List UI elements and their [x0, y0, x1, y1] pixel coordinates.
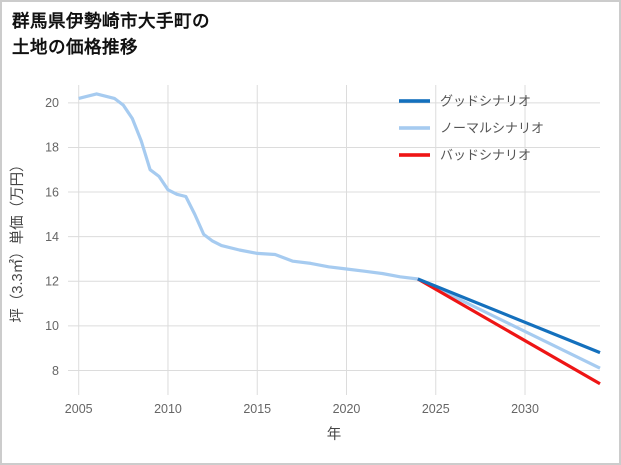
x-axis-label: 年: [327, 426, 342, 443]
chart-title-line2: 土地の価格推移: [12, 37, 138, 58]
x-tick-label: 2005: [65, 402, 93, 416]
legend-swatch-good: [399, 99, 430, 103]
x-tick-label: 2010: [154, 402, 182, 416]
y-tick-label: 16: [45, 185, 59, 199]
y-tick-label: 18: [45, 141, 59, 155]
legend-label-bad: バッドシナリオ: [440, 148, 531, 163]
x-tick-label: 2025: [422, 402, 450, 416]
y-tick-label: 14: [45, 230, 59, 244]
chart-title-line1: 群馬県伊勢崎市大手町の: [12, 11, 210, 31]
normal-scenario-line: [78, 92, 601, 370]
good-scenario-line: [417, 277, 601, 355]
legend-item-bad: バッドシナリオ: [399, 148, 531, 163]
x-tick-label: 2020: [333, 402, 361, 416]
legend-item-good: グッドシナリオ: [399, 94, 531, 109]
x-tick-label: 2030: [511, 402, 539, 416]
chart-title: 群馬県伊勢崎市大手町の 土地の価格推移: [12, 8, 210, 61]
legend-item-normal: ノーマルシナリオ: [399, 121, 544, 136]
legend-swatch-bad: [399, 153, 430, 157]
y-axis-label: 坪（3.3㎡）単価（万円）: [9, 157, 26, 322]
legend-label-good: グッドシナリオ: [440, 94, 531, 109]
x-tick-label: 2015: [243, 402, 271, 416]
y-tick-label: 10: [45, 319, 59, 333]
bad-scenario-line: [417, 277, 601, 386]
legend-label-normal: ノーマルシナリオ: [440, 121, 544, 136]
y-tick-label: 12: [45, 275, 59, 289]
legend-swatch-normal: [399, 126, 430, 130]
y-tick-label: 8: [52, 364, 59, 378]
y-tick-label: 20: [45, 96, 59, 110]
